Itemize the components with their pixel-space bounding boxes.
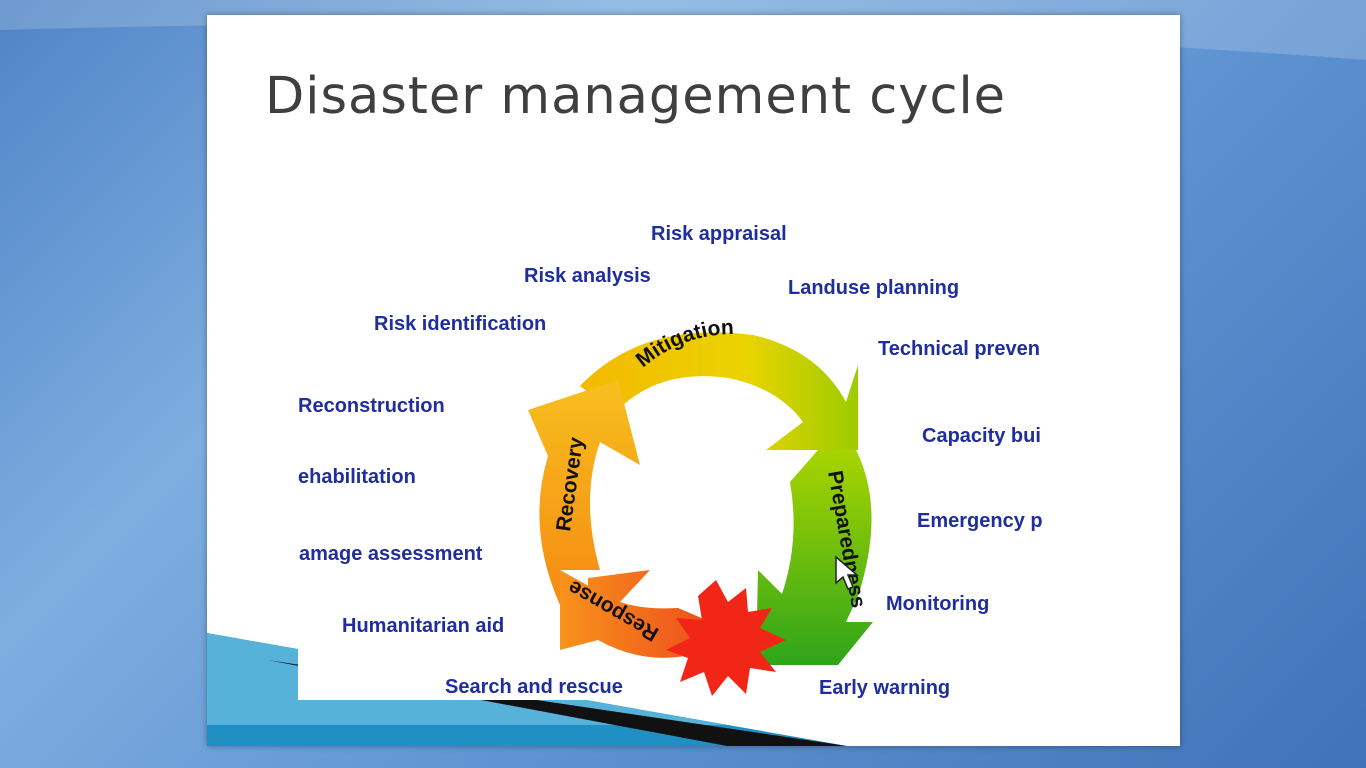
label-emergency-planning: Emergency p <box>917 510 1043 532</box>
preparedness-arrow <box>756 450 873 665</box>
slide: Disaster management cycle <box>207 15 1180 746</box>
label-capacity-building: Capacity bui <box>922 425 1041 447</box>
recovery-arrow <box>528 380 640 605</box>
label-humanitarian-aid: Humanitarian aid <box>342 615 505 637</box>
label-technical-prevention: Technical preven <box>878 338 1040 360</box>
mouse-cursor-icon <box>835 555 860 590</box>
label-reconstruction: Reconstruction <box>298 395 445 417</box>
label-search-and-rescue: Search and rescue <box>445 676 623 698</box>
label-early-warning: Early warning <box>819 677 951 699</box>
label-damage-assessment: amage assessment <box>299 543 483 565</box>
label-risk-identification: Risk identification <box>374 313 547 335</box>
label-landuse-planning: Landuse planning <box>788 277 960 299</box>
label-rehabilitation: ehabilitation <box>298 466 416 488</box>
mitigation-arrow <box>580 332 858 450</box>
cycle-graphic: Mitigation Preparedness Response Recover… <box>528 316 873 696</box>
cycle-diagram: Mitigation Preparedness Response Recover… <box>298 210 1058 700</box>
label-risk-appraisal: Risk appraisal <box>651 223 787 245</box>
slide-title: Disaster management cycle <box>265 67 1007 126</box>
response-arrow <box>560 570 718 658</box>
label-risk-analysis: Risk analysis <box>524 265 651 287</box>
disaster-burst <box>666 580 786 696</box>
label-monitoring: Monitoring <box>886 593 990 615</box>
